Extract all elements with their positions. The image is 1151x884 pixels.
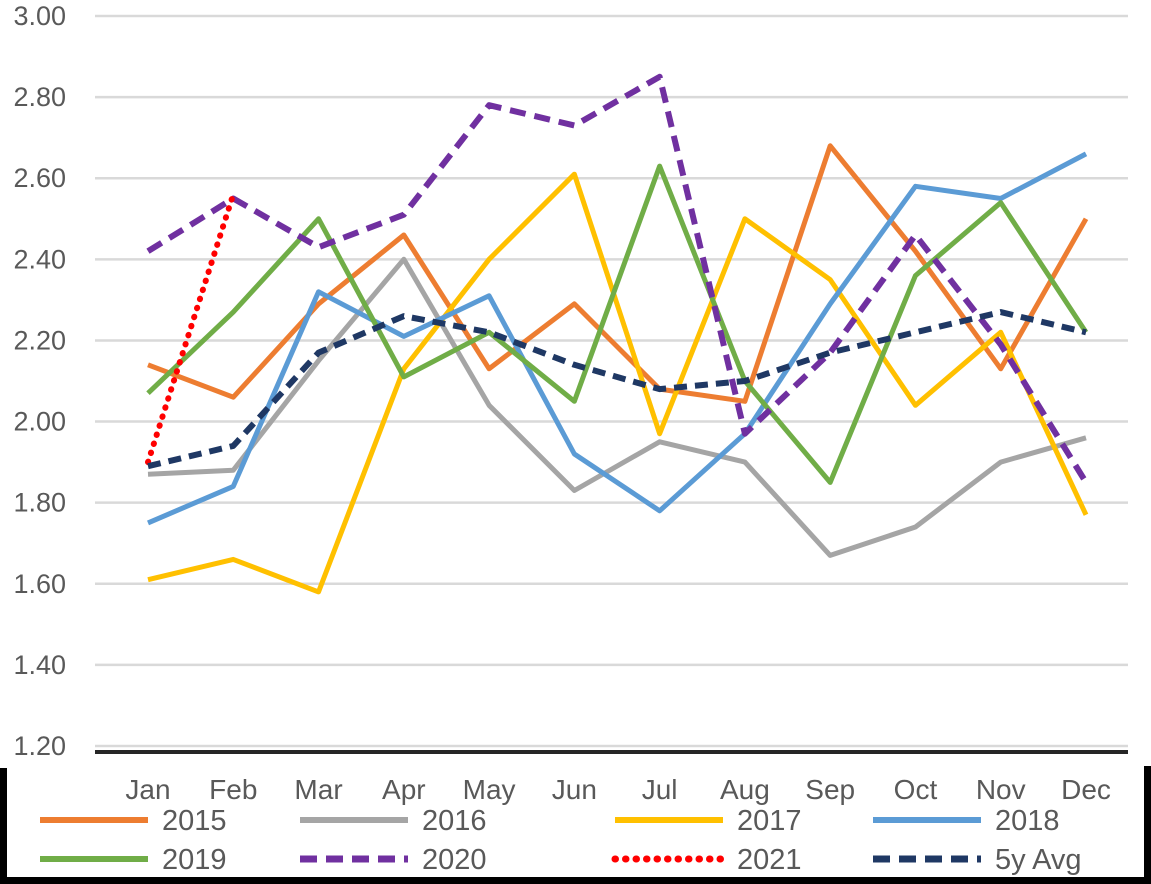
x-tick-label: Aug (720, 774, 770, 805)
legend-label: 2020 (422, 844, 487, 876)
x-tick-label: Oct (894, 774, 938, 805)
legend-item-2018: 2018 (873, 805, 1060, 837)
x-tick-label: Apr (382, 774, 426, 805)
legend-item-2017: 2017 (615, 805, 802, 837)
y-tick-label: 3.00 (13, 1, 66, 31)
x-tick-label: Feb (209, 774, 257, 805)
legend-item-5y-avg: 5y Avg (873, 844, 1082, 876)
bottom-right-edge-strip (1144, 766, 1151, 884)
series-line-2020 (146, 73, 1089, 484)
legend-item-2020: 2020 (300, 844, 487, 876)
x-tick-label: May (463, 774, 516, 805)
y-tick-label: 2.80 (13, 82, 66, 112)
y-tick-label: 1.40 (13, 650, 66, 680)
x-tick-label: Jun (552, 774, 597, 805)
legend-label: 2021 (737, 844, 802, 876)
y-axis-tick-labels: 3.00 2.80 2.60 2.40 2.20 2.00 1.80 1.60 1.40 1.20 (13, 1, 66, 761)
series-line-2017 (147, 171, 1089, 595)
y-tick-label: 2.60 (13, 163, 66, 193)
y-tick-label: 1.80 (13, 488, 66, 518)
x-tick-label: Dec (1061, 774, 1111, 805)
y-tick-label: 1.20 (13, 731, 66, 761)
x-tick-label: Mar (294, 774, 342, 805)
x-axis-tick-labels: Jan Feb Mar Apr May Jun Jul Aug Sep Oct Nov Dec (125, 774, 1110, 805)
bottom-left-edge-strip (0, 768, 7, 884)
bottom-edge-strip (0, 877, 1151, 884)
y-tick-label: 2.20 (13, 325, 66, 355)
x-axis-line (95, 750, 1128, 754)
y-tick-label: 1.60 (13, 569, 66, 599)
legend-item-2015: 2015 (40, 805, 227, 837)
series-line-2016 (147, 256, 1087, 558)
x-tick-label: Sep (805, 774, 855, 805)
legend-label: 2019 (162, 844, 227, 876)
legend-label: 2015 (162, 805, 227, 837)
legend: 2015 2016 2017 2018 2019 2020 2021 5y Avg (40, 805, 1082, 876)
series-line-2021 (145, 191, 237, 466)
x-tick-label: Nov (976, 774, 1026, 805)
series-line-2019 (146, 163, 1089, 485)
x-tick-label: Jan (125, 774, 170, 805)
y-tick-label: 2.00 (13, 407, 66, 437)
legend-label: 2017 (737, 805, 802, 837)
series-line-2018 (147, 151, 1088, 526)
x-tick-label: Jul (642, 774, 678, 805)
y-tick-label: 2.40 (13, 244, 66, 274)
legend-label: 2018 (995, 805, 1060, 837)
legend-item-2021: 2021 (611, 844, 802, 876)
legend-item-2019: 2019 (40, 844, 227, 876)
legend-item-2016: 2016 (300, 805, 487, 837)
series-line-5y-avg (147, 309, 1087, 470)
legend-label: 5y Avg (995, 844, 1082, 876)
legend-label: 2016 (422, 805, 487, 837)
